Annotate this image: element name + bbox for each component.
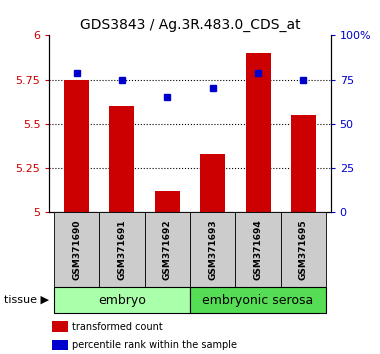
Bar (52, 340, 68, 350)
Text: embryonic serosa: embryonic serosa (203, 293, 314, 307)
Text: embryo: embryo (98, 293, 146, 307)
Bar (54, 287, 190, 313)
Bar (145, 212, 190, 287)
Bar (52, 321, 68, 332)
Bar (54, 212, 99, 287)
Text: GSM371695: GSM371695 (299, 219, 308, 280)
Text: transformed count: transformed count (72, 321, 163, 331)
Text: percentile rank within the sample: percentile rank within the sample (72, 340, 237, 350)
Text: GSM371692: GSM371692 (163, 219, 172, 280)
Bar (235, 212, 281, 287)
Text: tissue ▶: tissue ▶ (4, 295, 49, 305)
Text: GSM371690: GSM371690 (72, 219, 81, 280)
Text: GSM371693: GSM371693 (208, 219, 217, 280)
Bar (64, 80, 89, 212)
Bar (99, 212, 145, 287)
Bar (109, 106, 135, 212)
Text: GSM371694: GSM371694 (253, 219, 263, 280)
Bar (155, 191, 180, 212)
Bar (291, 115, 316, 212)
Bar (281, 212, 326, 287)
Bar (200, 154, 225, 212)
Text: GSM371691: GSM371691 (117, 219, 127, 280)
Bar (190, 212, 235, 287)
Bar (190, 287, 326, 313)
Bar (245, 53, 271, 212)
Title: GDS3843 / Ag.3R.483.0_CDS_at: GDS3843 / Ag.3R.483.0_CDS_at (80, 18, 300, 32)
